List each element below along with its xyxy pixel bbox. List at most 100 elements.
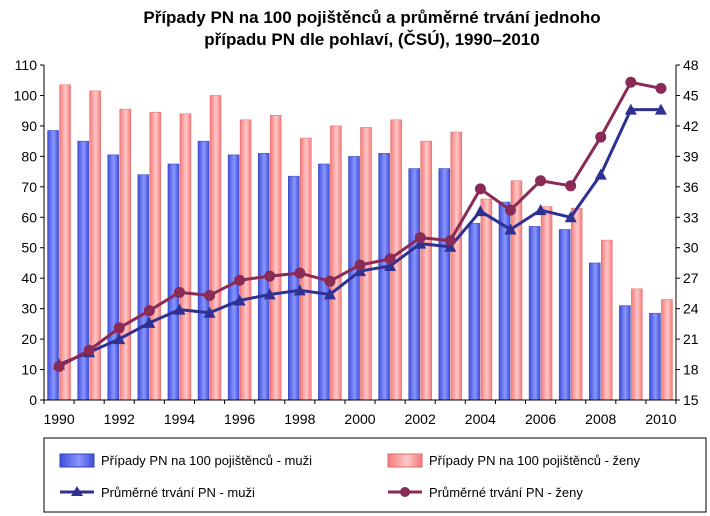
bar-muzi-1991 [77,140,89,401]
point-muzi-2009 [624,103,637,115]
legend-label-zeny-line: Průměrné trvání PN - ženy [429,485,583,500]
y-left-tick-label: 110 [15,57,38,73]
y-left-tick-label: 30 [21,301,37,317]
bar-zeny-2004 [480,198,493,401]
bar-muzi-1992 [107,154,119,401]
bar-zeny-1999 [330,125,342,401]
legend-frame [43,437,707,513]
point-muzi-1997 [263,288,276,300]
bar-zeny-2006 [540,206,553,401]
bar-muzi-1998 [288,175,300,401]
x-tick-label: 1994 [164,411,195,427]
bar-muzi-1990 [47,130,59,401]
x-tick-label: 1992 [104,411,135,427]
point-muzi-1999 [323,288,336,300]
point-zeny-2009 [625,76,637,88]
y-right-tick-label: 27 [683,270,699,286]
legend-marker-muzi-triangle [71,486,83,496]
y-left-tick-label: 90 [21,118,37,134]
legend-label-zeny-bar: Případy PN na 100 pojištěnců - ženy [429,453,641,468]
y-right-tick-label: 30 [683,240,699,256]
x-tick-label: 2008 [585,411,616,427]
point-zeny-1998 [294,267,306,279]
y-left-tick-label: 20 [21,331,37,347]
y-left-tick-label: 10 [21,362,37,378]
bar-muzi-2008 [589,262,601,401]
point-muzi-2003 [444,240,457,252]
bar-muzi-1993 [137,174,150,401]
point-zeny-1997 [264,270,276,282]
y-left-tick-label: 50 [21,240,37,256]
point-zeny-1995 [204,289,216,301]
point-zeny-1993 [143,305,155,317]
bar-zeny-2002 [420,140,432,401]
legend-swatch-zeny-bar [387,453,423,468]
y-right-tick-label: 15 [683,392,699,408]
point-zeny-2005 [504,204,516,216]
y-right-tick-label: 36 [683,179,699,195]
y-left-tick-label: 80 [21,148,37,164]
point-muzi-2001 [384,260,397,271]
bar-muzi-2003 [438,168,451,401]
bar-zeny-2009 [631,288,643,401]
point-muzi-2008 [594,168,607,180]
legend-label-muzi-line: Průměrné trvání PN - muži [101,485,255,500]
point-zeny-2001 [384,253,396,265]
x-tick-label: 2006 [525,411,556,427]
point-zeny-1999 [324,275,336,287]
bar-muzi-2009 [619,305,631,401]
point-muzi-2000 [354,265,366,277]
point-zeny-2008 [595,131,607,143]
legend-label-muzi-bar: Případy PN na 100 pojištěnců - muži [101,453,312,468]
x-tick-label: 2004 [465,411,496,427]
bar-muzi-2004 [468,223,481,401]
x-tick-label: 2010 [645,411,676,427]
x-tick-label: 1996 [224,411,255,427]
bar-zeny-2003 [450,131,463,401]
x-tick-label: 2002 [405,411,436,427]
y-left-tick-label: 70 [21,179,37,195]
point-zeny-1996 [234,274,246,286]
y-left-tick-label: 40 [21,270,37,286]
point-muzi-2005 [504,223,517,235]
point-zeny-2010 [655,82,667,94]
y-right-tick-label: 42 [683,118,699,134]
bar-zeny-1990 [59,84,71,401]
x-tick-label: 2000 [344,411,375,427]
bar-muzi-2001 [378,153,390,401]
point-zeny-2003 [444,235,456,247]
point-muzi-1994 [173,303,186,315]
point-muzi-2007 [564,211,577,223]
point-zeny-1994 [173,286,185,298]
point-zeny-2006 [535,175,547,187]
bar-muzi-2002 [408,168,420,401]
bar-zeny-1996 [239,119,252,401]
x-tick-label: 1998 [284,411,315,427]
bar-muzi-2007 [558,229,571,401]
bar-zeny-1995 [209,95,222,401]
y-left-tick-label: 100 [14,87,38,103]
point-zeny-2004 [474,183,486,195]
point-zeny-1990 [53,361,65,372]
point-muzi-1996 [233,294,246,306]
point-muzi-1993 [143,316,156,328]
point-muzi-1998 [293,284,306,296]
y-right-tick-label: 18 [683,362,699,378]
point-muzi-2010 [654,103,667,115]
point-muzi-2006 [534,204,547,216]
legend: Případy PN na 100 pojištěnců - muži Příp… [43,437,707,513]
y-right-tick-label: 21 [683,331,699,347]
bar-zeny-1994 [179,113,192,401]
bar-zeny-2007 [570,207,583,401]
point-muzi-1992 [113,333,126,345]
bars-layer [47,84,673,401]
legend-marker-zeny-circle [400,487,410,497]
y-right-tick-label: 39 [683,148,699,164]
point-zeny-2007 [565,180,577,192]
point-muzi-2002 [414,237,427,249]
point-zeny-1991 [83,344,95,356]
lines-layer [53,76,667,372]
bar-zeny-1992 [119,108,131,401]
y-left-tick-label: 0 [29,392,37,408]
